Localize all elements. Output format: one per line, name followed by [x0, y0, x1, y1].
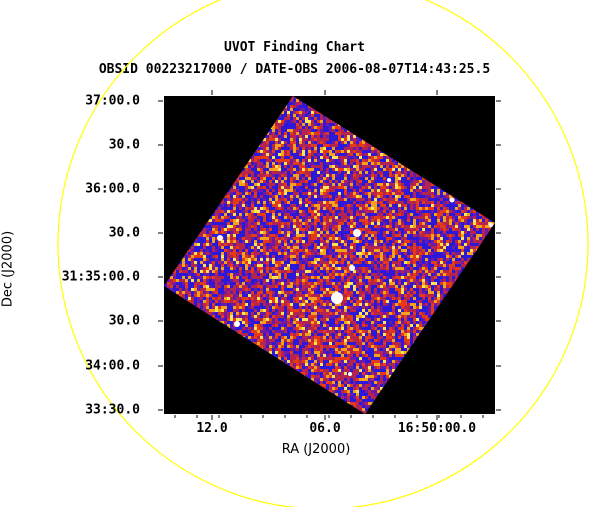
star [349, 265, 355, 271]
x-axis-label: RA (J2000) [281, 442, 351, 457]
noise-pixels [164, 96, 495, 414]
dec-tick-label: 34:00.0 [85, 358, 140, 374]
ra-tick-label: 06.0 [309, 421, 341, 436]
y-axis-label: Dec (J2000) [0, 230, 16, 308]
ra-tick-label: 12.0 [196, 421, 228, 436]
ra-tick-label: 16:50:00.0 [397, 421, 477, 436]
star [217, 235, 223, 241]
star [449, 197, 455, 203]
dec-tick-label: 37:00.0 [85, 93, 140, 109]
star [348, 372, 352, 376]
star [234, 321, 240, 327]
dec-tick-label: 30.0 [108, 225, 140, 241]
dec-tick-label: 36:00.0 [85, 181, 140, 197]
dec-tick-label: 31:35:00.0 [61, 269, 140, 285]
dec-tick-label: 30.0 [108, 313, 140, 329]
dec-tick-label: 33:30.0 [85, 402, 140, 418]
dec-tick-label: 30.0 [108, 137, 140, 153]
star [331, 292, 343, 304]
star [489, 223, 493, 227]
star [387, 178, 391, 182]
image-frame [164, 96, 495, 414]
sky-image [164, 96, 495, 414]
star [353, 229, 361, 237]
chart-title: UVOT Finding Chart [224, 40, 365, 55]
chart-subtitle: OBSID 00223217000 / DATE-OBS 2006-08-07T… [98, 62, 491, 77]
